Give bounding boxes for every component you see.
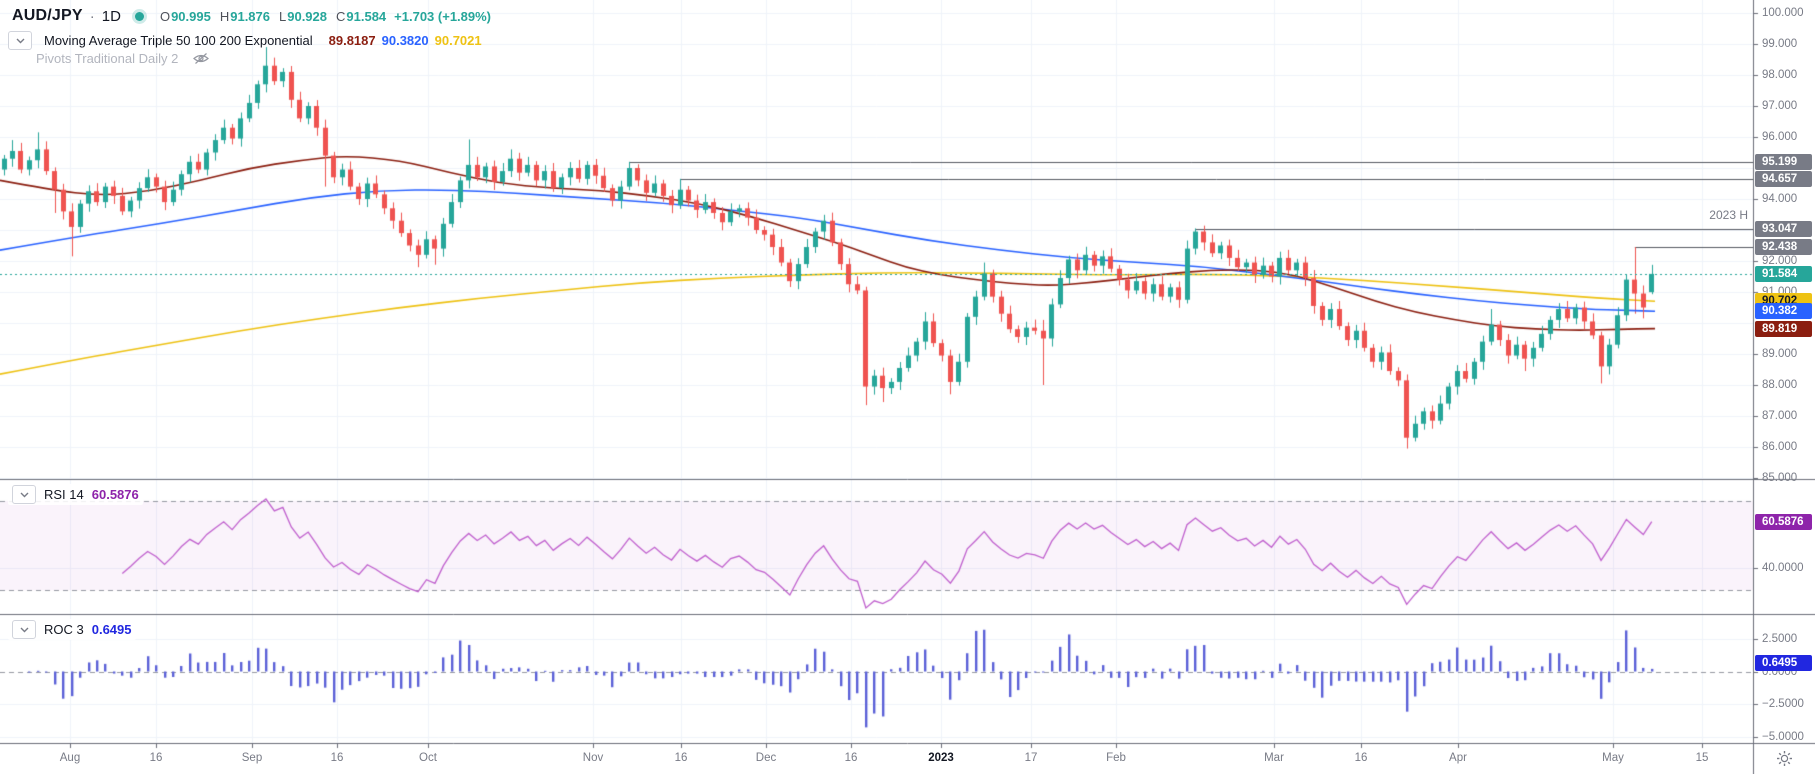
eye-off-icon[interactable] [192,52,210,65]
time-tick[interactable]: 16 [149,752,163,764]
time-tick[interactable]: Feb [1106,752,1126,764]
settings-gear-icon[interactable] [1776,750,1793,767]
chevron-down-icon[interactable] [12,620,36,639]
roc-tick[interactable]: −5.0000 [1762,730,1804,743]
rsi-value: 60.5876 [91,487,139,502]
rsi-badge: 60.5876 [1755,513,1812,530]
ohlc-item: H91.876 [219,8,270,24]
roc-indicator-row[interactable]: ROC 3 0.6495 [8,619,136,640]
price-badge: 95.199 [1755,153,1812,170]
price-badge: 91.584 [1755,265,1812,282]
rsi-tick[interactable]: 40.0000 [1762,561,1804,574]
roc-badge: 0.6495 [1755,655,1812,672]
time-tick[interactable]: Apr [1449,752,1467,764]
price-tick[interactable]: 89.000 [1762,348,1798,360]
ma-indicator-row[interactable]: Moving Average Triple 50 100 200 Exponen… [8,31,482,50]
time-tick[interactable]: 15 [1695,752,1709,764]
ohlc-item: L90.928 [279,8,327,24]
time-tick[interactable]: 17 [1024,752,1038,764]
ohlc-values: O90.995 H91.876 L90.928 C91.584 [160,9,386,24]
chevron-down-icon[interactable] [8,31,32,50]
price-tick[interactable]: 97.000 [1762,100,1798,112]
symbol-name[interactable]: AUD/JPY [12,7,83,24]
price-tick[interactable]: 99.000 [1762,38,1798,50]
price-tick[interactable]: 85.000 [1762,472,1798,484]
time-tick[interactable]: 16 [1354,752,1368,764]
pivots-indicator-label[interactable]: Pivots Traditional Daily 2 [36,51,179,66]
price-change: +1.703 (+1.89%) [394,8,492,24]
chevron-down-icon[interactable] [12,485,36,504]
ohlc-item: C91.584 [336,8,387,24]
time-tick[interactable]: 16 [674,752,688,764]
price-tick[interactable]: 92.000 [1762,255,1798,267]
ohlc-item: O90.995 [159,8,211,24]
time-tick[interactable]: May [1602,752,1624,764]
ma50-value: 89.8187 [328,33,376,48]
interval-label[interactable]: 1D [101,7,121,25]
price-badge: 90.382 [1755,303,1812,320]
time-tick[interactable]: Nov [582,752,604,764]
pivots-indicator-row[interactable]: Pivots Traditional Daily 2 [36,51,210,66]
price-tick[interactable]: 88.000 [1762,379,1798,391]
axis-settings-cell[interactable] [1753,743,1815,774]
time-tick[interactable]: Mar [1264,752,1284,764]
ma200-value: 90.7021 [434,33,482,48]
price-badge: 89.819 [1755,320,1812,337]
time-tick[interactable]: 2023 [928,752,954,764]
price-tick[interactable]: 87.000 [1762,410,1798,422]
market-status-icon[interactable] [134,11,144,21]
price-tick[interactable]: 100.000 [1762,7,1804,19]
price-tick[interactable]: 94.000 [1762,193,1798,205]
price-badge: 93.047 [1755,220,1812,237]
rsi-indicator-row[interactable]: RSI 14 60.5876 [8,484,143,505]
roc-tick[interactable]: 2.5000 [1762,633,1798,645]
roc-value: 0.6495 [91,622,132,637]
time-tick[interactable]: Aug [59,752,81,764]
symbol-separator: · [89,7,95,25]
price-tick[interactable]: 96.000 [1762,131,1798,143]
ma-indicator-label[interactable]: Moving Average Triple 50 100 200 Exponen… [44,33,313,48]
time-tick[interactable]: Oct [419,752,437,764]
price-tick[interactable]: 86.000 [1762,441,1798,453]
price-tick[interactable]: 98.000 [1762,69,1798,81]
yearly-high-annotation: 2023 H [1709,208,1748,222]
time-tick[interactable]: 16 [330,752,344,764]
roc-indicator-label[interactable]: ROC 3 [44,622,84,637]
time-tick[interactable]: 16 [844,752,858,764]
time-tick[interactable]: Dec [755,752,777,764]
roc-tick[interactable]: −2.5000 [1762,698,1804,710]
price-badge: 92.438 [1755,239,1812,256]
symbol-legend[interactable]: AUD/JPY · 1D O90.995 H91.876 L90.928 C91.58… [12,7,491,25]
rsi-indicator-label[interactable]: RSI 14 [44,487,84,502]
ma100-value: 90.3820 [381,33,429,48]
time-tick[interactable]: Sep [241,752,263,764]
price-badge: 94.657 [1755,170,1812,187]
